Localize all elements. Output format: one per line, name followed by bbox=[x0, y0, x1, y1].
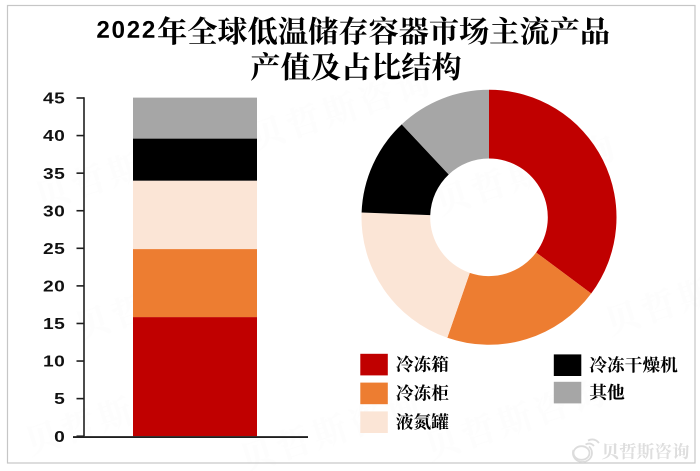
svg-text:35: 35 bbox=[43, 164, 65, 182]
svg-text:40: 40 bbox=[43, 127, 65, 145]
svg-text:25: 25 bbox=[43, 239, 65, 257]
svg-text:15: 15 bbox=[43, 315, 65, 333]
svg-text:30: 30 bbox=[43, 202, 65, 220]
svg-text:10: 10 bbox=[43, 352, 65, 370]
svg-text:5: 5 bbox=[54, 390, 65, 408]
svg-text:0: 0 bbox=[54, 427, 65, 445]
svg-text:20: 20 bbox=[43, 277, 65, 295]
svg-text:45: 45 bbox=[43, 89, 65, 107]
